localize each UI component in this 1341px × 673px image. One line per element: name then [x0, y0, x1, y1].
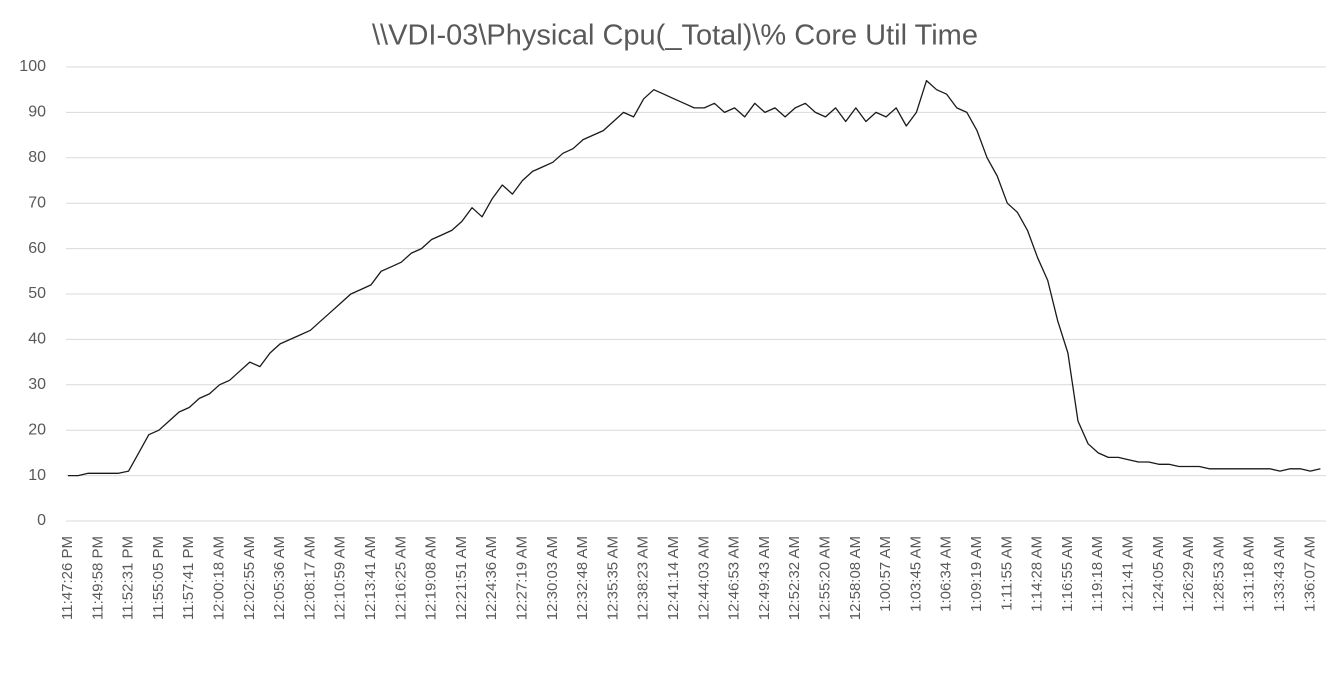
- x-tick-label: 1:19:18 AM: [1089, 536, 1106, 612]
- x-tick-label: 12:32:48 AM: [574, 536, 591, 620]
- x-tick-label: 12:46:53 AM: [726, 536, 743, 620]
- y-tick-label: 70: [28, 194, 46, 211]
- x-tick-label: 1:11:55 AM: [998, 536, 1015, 611]
- x-tick-label: 1:26:29 AM: [1180, 536, 1197, 612]
- x-tick-label: 1:36:07 AM: [1301, 536, 1318, 612]
- x-tick-label: 12:44:03 AM: [695, 536, 712, 620]
- y-tick-label: 20: [28, 421, 46, 438]
- x-tick-label: 12:49:43 AM: [756, 536, 773, 620]
- x-tick-label: 11:52:31 PM: [120, 536, 137, 620]
- y-tick-label: 40: [28, 331, 46, 348]
- x-tick-label: 12:00:18 AM: [210, 536, 227, 620]
- x-tick-label: 11:55:05 PM: [150, 536, 167, 620]
- x-tick-label: 11:47:26 PM: [59, 536, 76, 620]
- x-tick-label: 1:24:05 AM: [1150, 536, 1167, 612]
- y-tick-label: 50: [28, 285, 46, 302]
- x-tick-label: 12:30:03 AM: [544, 536, 561, 620]
- x-tick-label: 1:21:41 AM: [1119, 536, 1136, 612]
- y-tick-label: 90: [28, 104, 46, 121]
- x-tick-label: 12:35:35 AM: [604, 536, 621, 620]
- x-tick-label: 12:16:25 AM: [392, 536, 409, 620]
- x-tick-label: 12:13:41 AM: [362, 536, 379, 620]
- x-tick-label: 12:02:55 AM: [241, 536, 258, 620]
- x-tick-label: 1:06:34 AM: [938, 536, 955, 612]
- x-tick-label: 12:10:59 AM: [332, 536, 349, 620]
- x-tick-label: 11:49:58 PM: [89, 536, 106, 620]
- x-tick-label: 1:33:43 AM: [1271, 536, 1288, 612]
- x-tick-label: 1:28:53 AM: [1210, 536, 1227, 612]
- x-tick-label: 1:00:57 AM: [877, 536, 894, 612]
- x-tick-label: 12:55:20 AM: [816, 536, 833, 620]
- x-tick-label: 1:16:55 AM: [1059, 536, 1076, 612]
- x-tick-label: 12:27:19 AM: [513, 536, 530, 620]
- x-tick-label: 12:38:23 AM: [635, 536, 652, 620]
- x-tick-label: 11:57:41 PM: [180, 536, 197, 620]
- x-tick-label: 1:14:28 AM: [1029, 536, 1046, 612]
- x-tick-label: 12:21:51 AM: [453, 536, 470, 620]
- x-tick-label: 12:19:08 AM: [423, 536, 440, 620]
- x-tick-label: 12:41:14 AM: [665, 536, 682, 620]
- y-tick-label: 0: [37, 512, 46, 529]
- data-line: [68, 79, 1321, 477]
- x-tick-label: 12:05:36 AM: [271, 536, 288, 620]
- y-tick-label: 80: [28, 149, 46, 166]
- y-tick-label: 100: [19, 58, 46, 75]
- y-tick-label: 10: [28, 467, 46, 484]
- x-tick-label: 12:52:32 AM: [786, 536, 803, 620]
- y-tick-label: 60: [28, 240, 46, 257]
- x-tick-label: 12:24:36 AM: [483, 536, 500, 620]
- x-tick-label: 1:09:19 AM: [968, 536, 985, 612]
- x-tick-label: 12:58:08 AM: [847, 536, 864, 620]
- x-tick-label: 12:08:17 AM: [301, 536, 318, 620]
- chart-title: \\VDI-03\Physical Cpu(_Total)\% Core Uti…: [372, 20, 978, 52]
- x-tick-label: 1:31:18 AM: [1241, 536, 1258, 612]
- y-tick-label: 30: [28, 376, 46, 393]
- x-tick-label: 1:03:45 AM: [907, 536, 924, 612]
